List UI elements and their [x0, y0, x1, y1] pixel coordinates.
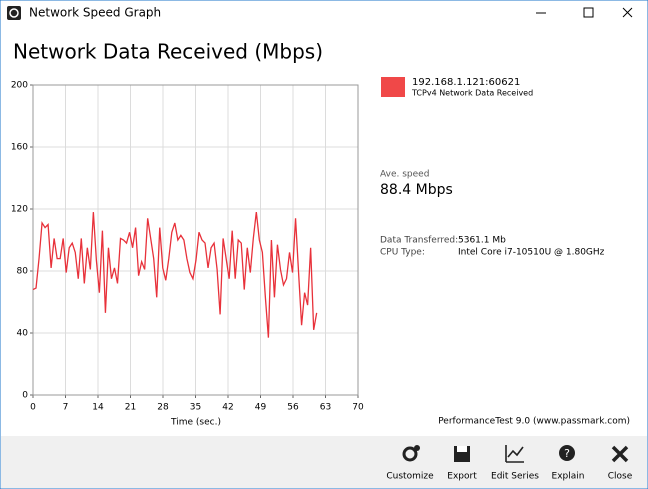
x-tick-label: 28 — [157, 403, 169, 413]
toolbar-label: Customize — [386, 472, 434, 482]
window-title: Network Speed Graph — [29, 6, 161, 20]
chart-title: Network Data Received (Mbps) — [13, 40, 323, 64]
x-tick-label: 21 — [125, 403, 136, 413]
x-tick-label: 56 — [287, 403, 299, 413]
toolbar-label: Explain — [552, 472, 585, 482]
y-tick-label: 160 — [11, 143, 28, 153]
x-axis-label: Time (sec.) — [170, 418, 221, 428]
x-tick-label: 63 — [320, 403, 331, 413]
plot-area — [32, 84, 359, 396]
x-tick-label: 42 — [222, 403, 233, 413]
legend-label: 192.168.1.121:60621 — [412, 77, 520, 88]
legend-swatch — [381, 77, 405, 97]
svg-text:?: ? — [564, 447, 570, 460]
toolbar-button[interactable]: Edit Series — [491, 445, 539, 482]
legend-description: TCPv4 Network Data Received — [411, 89, 533, 98]
toolbar-label: Close — [608, 472, 633, 482]
y-tick-label: 120 — [11, 205, 28, 215]
average-value: 88.4 Mbps — [380, 182, 453, 198]
toolbar-icon — [611, 445, 629, 463]
maximize-button[interactable] — [583, 7, 594, 18]
toolbar-button[interactable]: Customize — [386, 445, 434, 482]
close-window-button[interactable] — [622, 7, 633, 18]
x-tick-label: 49 — [255, 403, 267, 413]
data-line — [32, 212, 318, 338]
x-tick-label: 14 — [92, 403, 104, 413]
toolbar-label: Export — [447, 472, 477, 482]
y-tick-label: 80 — [17, 267, 29, 277]
stat-value: 5361.1 Mb — [458, 236, 506, 246]
y-tick-label: 40 — [17, 329, 29, 339]
y-tick-label: 0 — [22, 391, 28, 401]
toolbar-label: Edit Series — [491, 472, 539, 482]
y-tick-label: 200 — [11, 81, 28, 91]
stat-value: Intel Core i7-10510U @ 1.80GHz — [458, 248, 605, 258]
x-tick-label: 7 — [63, 403, 69, 413]
toolbar-icon — [505, 445, 524, 463]
toolbar-icon — [454, 446, 470, 462]
toolbar-icon — [402, 445, 420, 462]
x-tick-label: 0 — [30, 403, 36, 413]
average-label: Ave. speed — [380, 170, 429, 180]
toolbar-icon: ? — [559, 445, 575, 461]
footer-text: PerformanceTest 9.0 (www.passmark.com) — [438, 417, 630, 427]
stat-label: CPU Type: — [380, 248, 425, 258]
toolbar — [1, 436, 647, 488]
toolbar-button[interactable]: ? Explain — [552, 445, 585, 482]
app-icon — [7, 6, 21, 20]
toolbar-button[interactable]: Export — [447, 446, 477, 482]
x-tick-label: 70 — [352, 403, 364, 413]
toolbar-button[interactable]: Close — [608, 445, 633, 482]
stat-label: Data Transferred: — [380, 236, 458, 246]
x-tick-label: 35 — [190, 403, 201, 413]
